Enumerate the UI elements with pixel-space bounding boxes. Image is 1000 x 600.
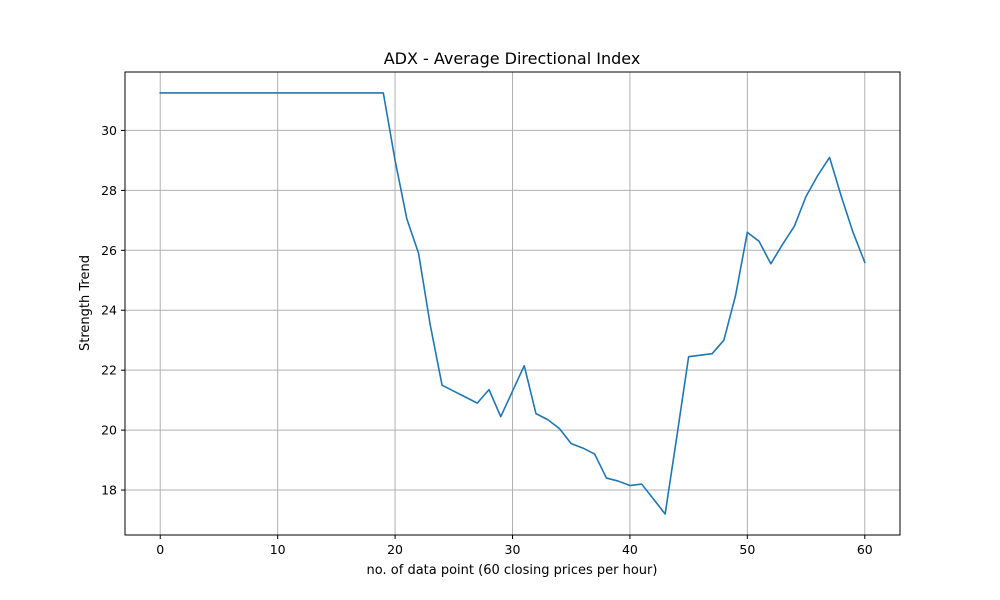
- grid-layer: [125, 72, 900, 535]
- x-tick-label: 40: [622, 542, 638, 557]
- y-tick-label: 22: [101, 363, 117, 378]
- y-tick-label: 18: [101, 483, 117, 498]
- line-layer: [159, 92, 866, 515]
- x-tick-label: 60: [857, 542, 873, 557]
- adx-series-line: [159, 92, 866, 515]
- x-tick-label: 10: [270, 542, 286, 557]
- x-tick-label: 20: [387, 542, 403, 557]
- chart-title: ADX - Average Directional Index: [384, 49, 641, 68]
- x-axis-label: no. of data point (60 closing prices per…: [367, 563, 658, 578]
- y-tick-label: 20: [101, 423, 117, 438]
- x-tick-label: 50: [739, 542, 755, 557]
- y-tick-label: 30: [101, 123, 117, 138]
- x-tick-label: 30: [505, 542, 521, 557]
- y-tick-label: 24: [101, 303, 117, 318]
- tick-layer: 0 10 20 30 40 50 60 18 20 22 24 26 28 30: [101, 123, 873, 557]
- x-tick-label: 0: [156, 542, 164, 557]
- y-axis-label: Strength Trend: [78, 255, 93, 351]
- y-tick-label: 26: [101, 243, 117, 258]
- y-tick-label: 28: [101, 183, 117, 198]
